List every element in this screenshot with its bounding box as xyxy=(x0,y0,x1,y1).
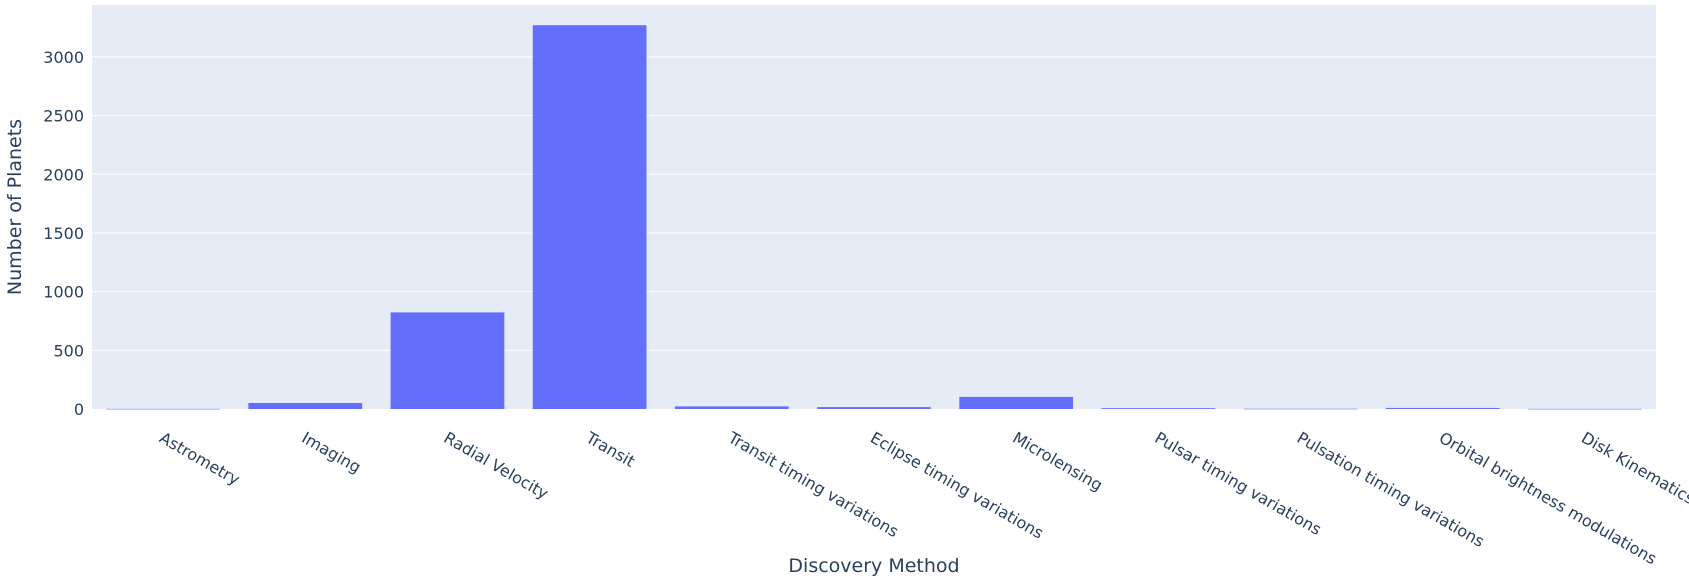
y-tick-label: 2500 xyxy=(43,107,84,126)
x-tick-label: Imaging xyxy=(298,428,364,477)
y-tick-label: 0 xyxy=(74,400,84,419)
bar[interactable] xyxy=(1243,408,1358,410)
bar[interactable] xyxy=(390,312,505,409)
x-tick-label: Orbital brightness modulations xyxy=(1436,428,1660,568)
y-tick-label: 1500 xyxy=(43,224,84,243)
bar[interactable] xyxy=(106,408,220,410)
y-tick-label: 1000 xyxy=(43,283,84,302)
plot-area xyxy=(92,5,1656,409)
x-tick-label: Microlensing xyxy=(1009,428,1106,495)
bar[interactable] xyxy=(674,406,789,409)
y-tick-label: 3000 xyxy=(43,48,84,67)
bar[interactable] xyxy=(1385,407,1500,409)
x-tick-label: Radial Velocity xyxy=(441,428,552,503)
x-axis-ticks: Astrometry Imaging Radial Velocity Transit T… xyxy=(156,428,1689,569)
x-axis-title: Discovery Method xyxy=(788,555,959,577)
y-axis-title: Number of Planets xyxy=(4,119,26,295)
bar[interactable] xyxy=(1101,408,1216,409)
y-axis-ticks: 0 500 1000 1500 2000 2500 3000 xyxy=(43,48,84,419)
y-tick-label: 500 xyxy=(53,341,84,360)
x-tick-label: Astrometry xyxy=(156,428,243,489)
bar[interactable] xyxy=(817,407,931,409)
bar[interactable] xyxy=(248,403,363,409)
bar[interactable] xyxy=(1528,408,1642,410)
x-tick-label: Disk Kinematics xyxy=(1578,428,1689,508)
bar[interactable] xyxy=(532,25,647,409)
bar[interactable] xyxy=(959,396,1074,409)
y-tick-label: 2000 xyxy=(43,165,84,184)
x-tick-label: Transit xyxy=(582,428,638,471)
gridlines xyxy=(92,56,1656,351)
bars xyxy=(106,25,1642,410)
